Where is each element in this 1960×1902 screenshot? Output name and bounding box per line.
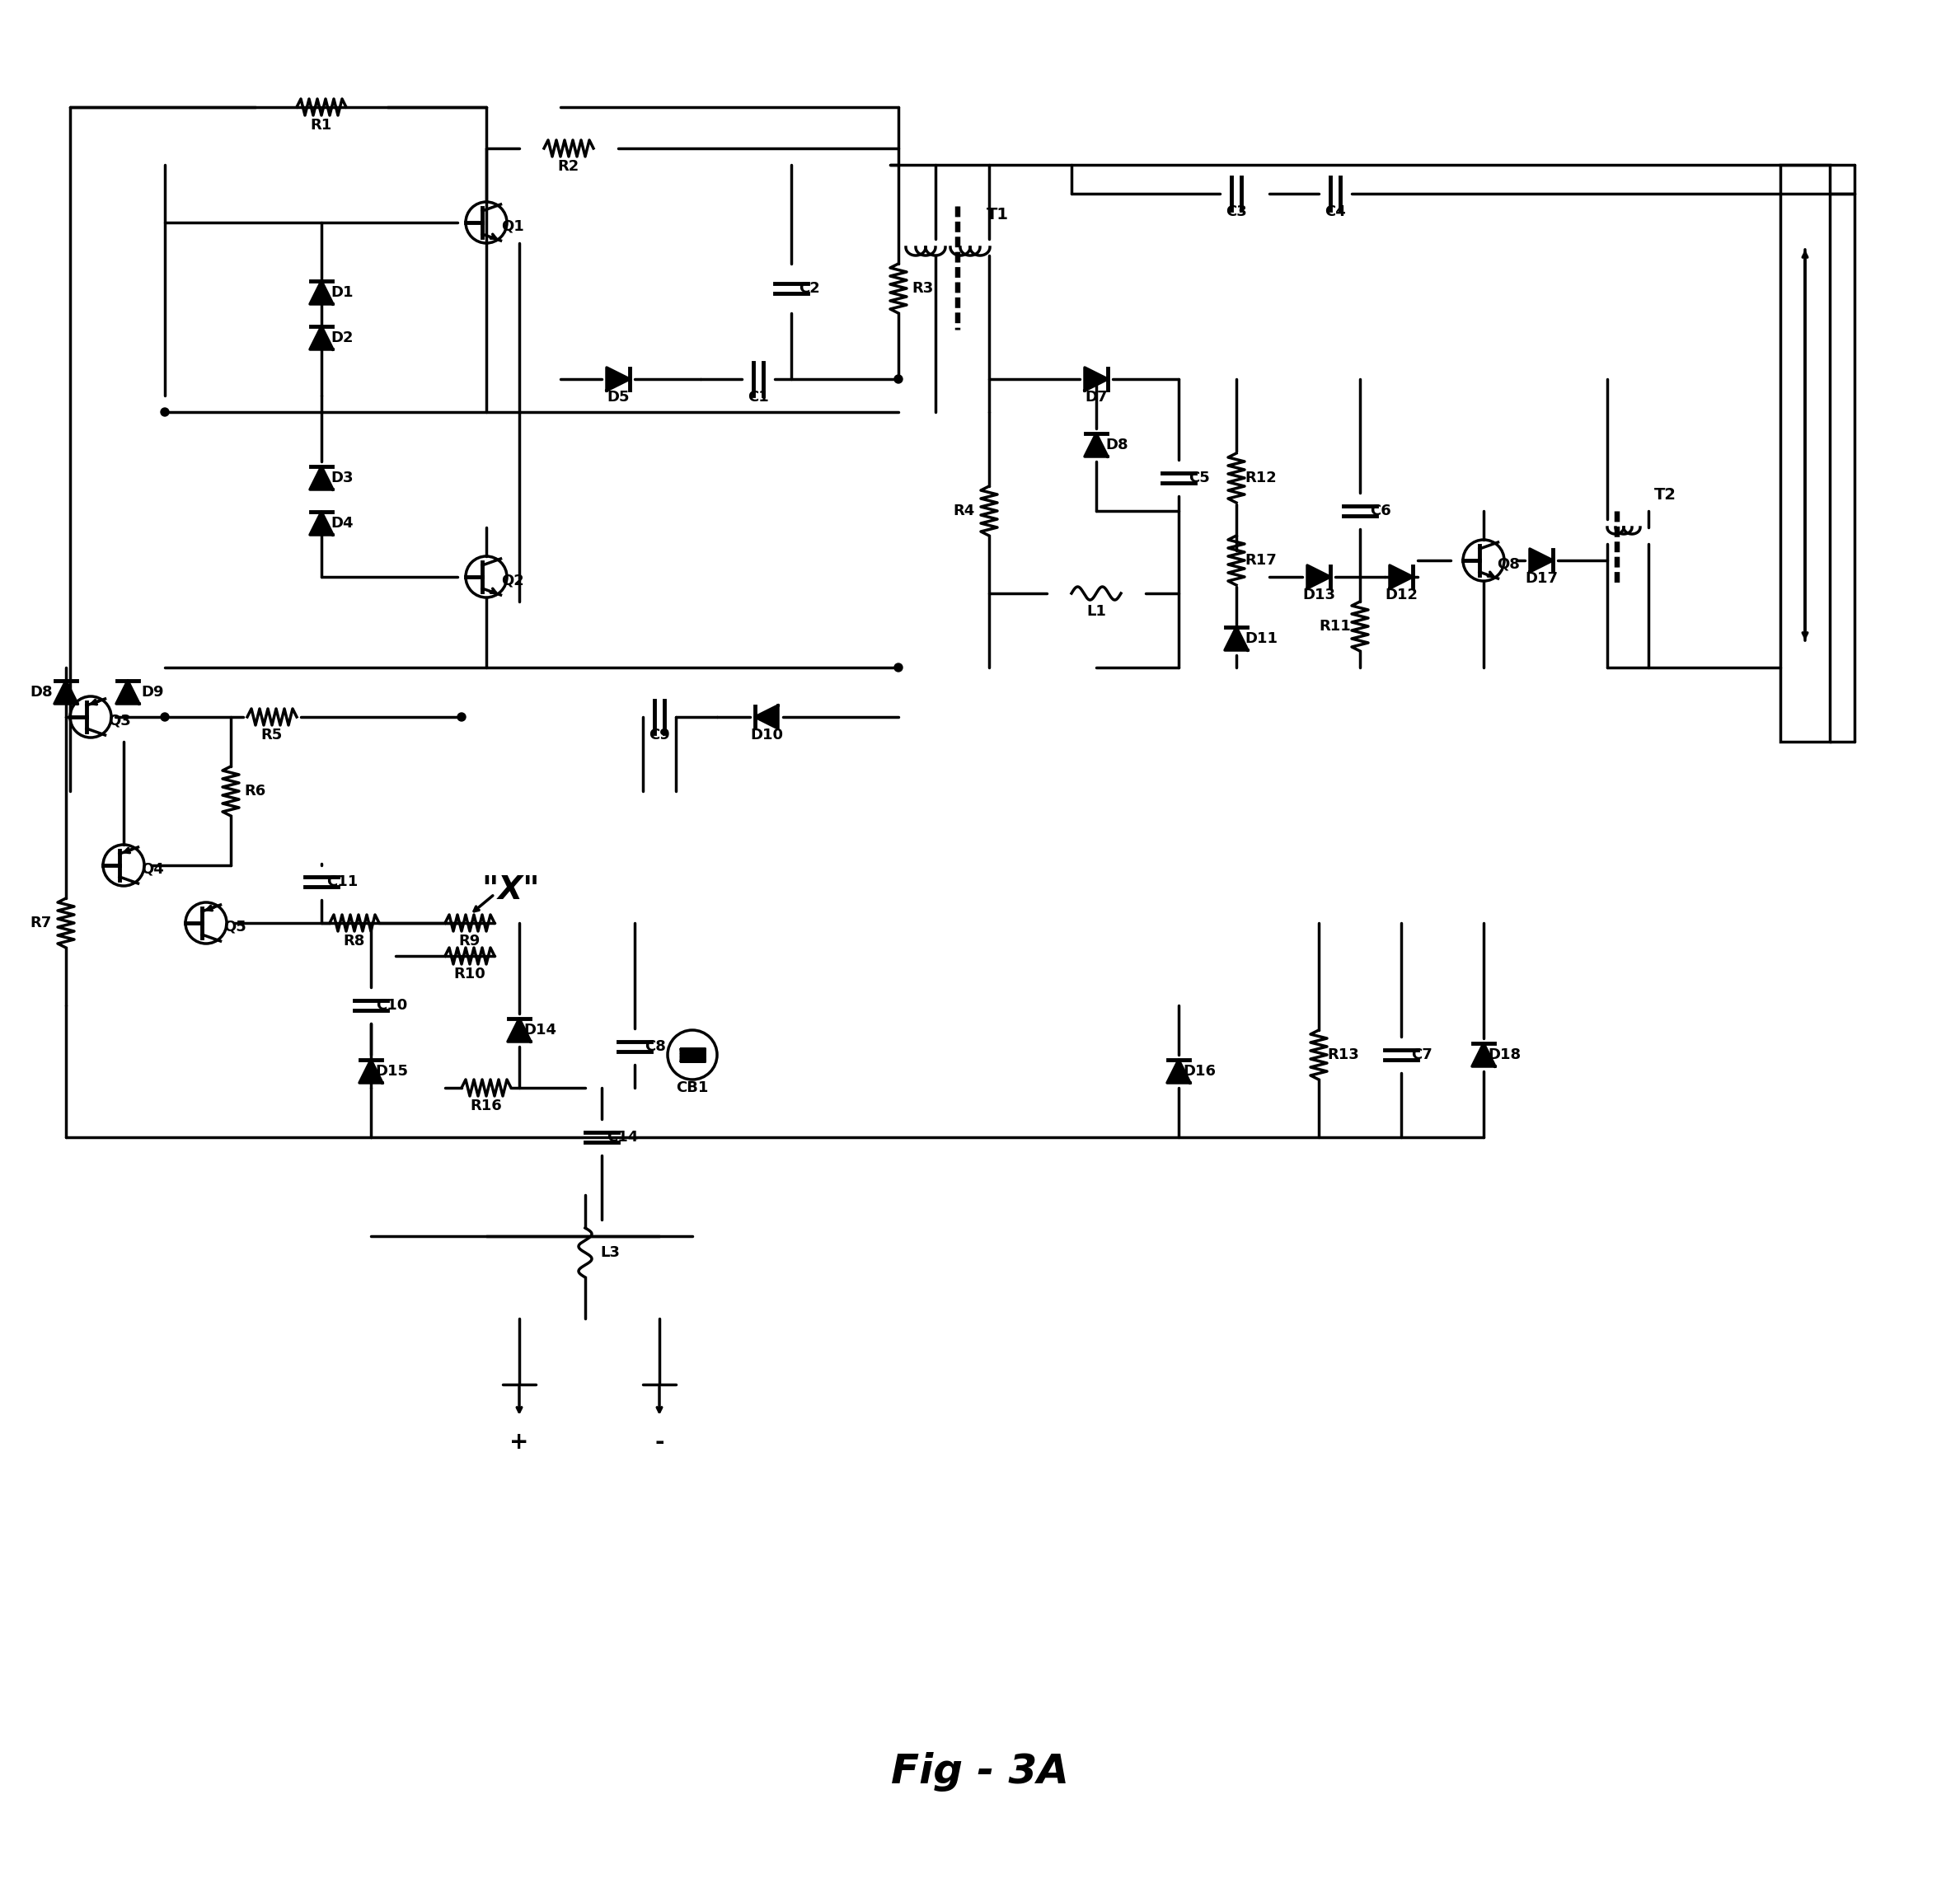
Polygon shape [310,466,333,489]
Text: R9: R9 [459,934,480,949]
Text: R12: R12 [1245,470,1278,485]
Text: R4: R4 [953,504,976,519]
Text: Q8: Q8 [1497,557,1519,573]
Text: L1: L1 [1086,605,1105,618]
Circle shape [457,713,466,721]
Polygon shape [310,327,333,350]
Text: D18: D18 [1488,1048,1521,1061]
Text: C6: C6 [1370,504,1392,519]
Polygon shape [55,681,78,704]
Text: R11: R11 [1319,618,1350,633]
Polygon shape [608,367,629,390]
Text: R10: R10 [455,966,486,981]
Polygon shape [1472,1044,1495,1067]
Text: D7: D7 [1086,390,1107,405]
Polygon shape [1390,565,1413,588]
Polygon shape [1166,1059,1190,1082]
Text: D13: D13 [1301,588,1335,603]
Text: D17: D17 [1525,571,1558,586]
Text: "X": "X" [482,875,541,905]
Text: R5: R5 [261,728,282,742]
Text: T1: T1 [986,207,1009,223]
Text: R13: R13 [1327,1048,1360,1061]
Polygon shape [359,1059,382,1082]
Text: +: + [510,1430,529,1453]
Circle shape [894,375,902,382]
Polygon shape [310,512,333,534]
Polygon shape [1529,550,1552,573]
Text: R1: R1 [310,118,333,133]
Polygon shape [1084,434,1107,456]
Text: Q4: Q4 [141,862,165,877]
Text: Q2: Q2 [502,574,523,588]
Text: C9: C9 [649,728,670,742]
Text: T2: T2 [1654,487,1676,502]
Text: D15: D15 [374,1063,408,1078]
Text: D1: D1 [331,285,353,301]
Text: D10: D10 [751,728,782,742]
Text: R8: R8 [343,934,365,949]
Text: C14: C14 [606,1130,639,1145]
Text: R6: R6 [245,784,267,799]
Polygon shape [508,1019,531,1042]
Text: C1: C1 [747,390,768,405]
Text: D3: D3 [331,470,353,485]
Text: C8: C8 [645,1038,666,1054]
Text: C10: C10 [376,999,408,1012]
Text: D4: D4 [331,515,353,531]
Text: D8: D8 [1105,437,1129,453]
Circle shape [894,664,902,671]
Text: R3: R3 [911,281,935,297]
Text: D11: D11 [1245,631,1278,647]
Polygon shape [755,706,778,728]
Text: Q3: Q3 [108,713,131,728]
Text: CB1: CB1 [676,1080,710,1096]
Text: R16: R16 [470,1099,502,1113]
Text: C2: C2 [800,281,819,297]
Text: Fig - 3A: Fig - 3A [892,1752,1068,1792]
Text: C4: C4 [1325,204,1347,219]
Text: -: - [655,1430,664,1453]
FancyBboxPatch shape [1780,165,1831,742]
Text: D12: D12 [1384,588,1417,603]
Text: D14: D14 [523,1023,557,1037]
Polygon shape [1307,565,1331,588]
Text: R7: R7 [31,915,53,930]
Text: D8: D8 [29,685,53,700]
Text: C5: C5 [1188,470,1209,485]
Text: C7: C7 [1411,1048,1433,1061]
Text: D9: D9 [141,685,165,700]
Text: C11: C11 [325,875,359,890]
Text: R2: R2 [559,160,580,173]
Text: C3: C3 [1225,204,1247,219]
Polygon shape [116,681,139,704]
Polygon shape [1225,628,1249,650]
Polygon shape [310,281,333,304]
Text: D2: D2 [331,331,353,346]
Text: D5: D5 [608,390,629,405]
Text: Q5: Q5 [223,921,247,934]
Polygon shape [1084,367,1107,390]
Circle shape [161,407,169,417]
Text: L3: L3 [600,1246,619,1259]
Text: D16: D16 [1182,1063,1215,1078]
Text: R17: R17 [1245,553,1278,569]
Text: Q1: Q1 [502,219,523,234]
Circle shape [161,713,169,721]
